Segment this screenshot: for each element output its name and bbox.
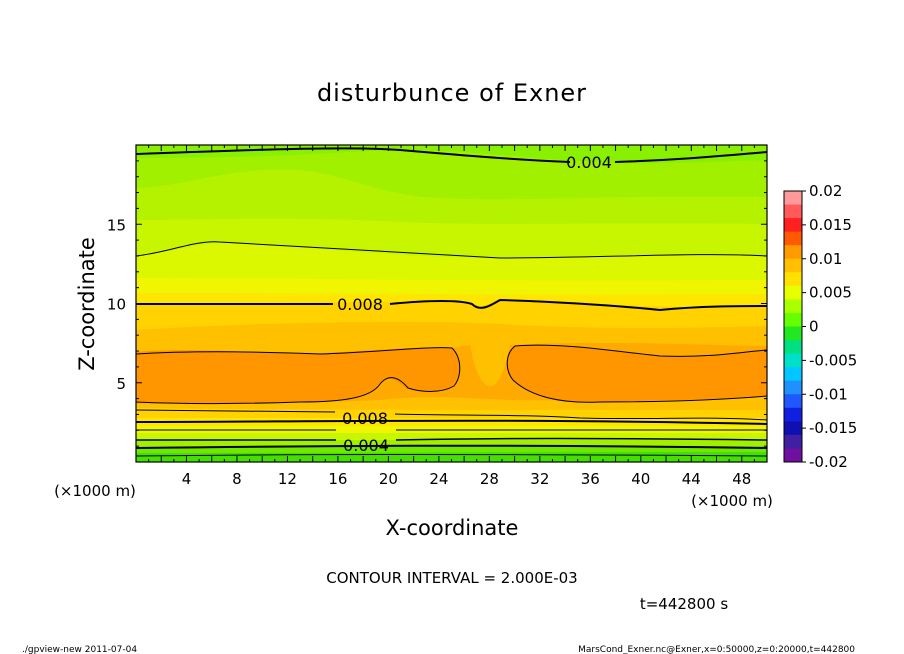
- contour-label: 0.004: [566, 153, 612, 172]
- colorbar-swatch: [784, 272, 802, 287]
- x-tick-label: 16: [328, 470, 347, 488]
- x-tick-label: 24: [429, 470, 448, 488]
- x-tick-label: 4: [182, 470, 192, 488]
- colorbar-swatch: [784, 204, 802, 219]
- footer-left: ./gpview-new 2011-07-04: [22, 645, 137, 654]
- x-tick-label: 20: [379, 470, 398, 488]
- x-axis-label: X-coordinate: [386, 516, 519, 540]
- colorbar-swatch: [784, 340, 802, 355]
- colorbar-swatch: [784, 367, 802, 382]
- x-unit-left: (×1000 m): [54, 482, 136, 500]
- contour-lines: [136, 147, 767, 457]
- contour-interval-text: CONTOUR INTERVAL = 2.000E-03: [326, 569, 577, 587]
- x-axis: 4 8 12 16 20 24 28 32 36 40 44 48: [148, 145, 755, 488]
- x-tick-label: 32: [530, 470, 549, 488]
- colorbar-swatch: [784, 394, 802, 409]
- y-tick-label: 15: [107, 216, 126, 234]
- x-tick-label: 36: [581, 470, 600, 488]
- contour-labels: 0.004 0.008 0.008 0.004: [337, 153, 612, 455]
- colorbar-swatch: [784, 299, 802, 314]
- colorbar-swatch: [784, 421, 802, 436]
- contour-label: 0.008: [342, 409, 388, 428]
- colorbar-swatch: [784, 245, 802, 260]
- time-text: t=442800 s: [640, 595, 728, 613]
- contour-label: 0.004: [343, 436, 389, 455]
- colorbar-swatch: [784, 380, 802, 395]
- colorbar-tick-label: 0.02: [809, 182, 842, 200]
- x-tick-label: 44: [682, 470, 701, 488]
- contour-label: 0.008: [337, 295, 383, 314]
- colorbar-swatch: [784, 448, 802, 463]
- colorbar: 0.02 0.015 0.01 0.005 0 -0.005 -0.01 -0.015 -0.0…: [783, 182, 857, 471]
- colorbar-tick-label: 0.015: [809, 216, 852, 234]
- colorbar-swatch: [784, 258, 802, 273]
- colorbar-swatch: [784, 407, 802, 422]
- orange-cells: [136, 345, 767, 404]
- colorbar-swatch: [784, 326, 802, 341]
- colorbar-swatch: [784, 312, 802, 327]
- colorbar-tick-label: 0.005: [809, 284, 852, 302]
- colorbar-swatch: [784, 191, 802, 206]
- x-unit-right: (×1000 m): [691, 492, 773, 510]
- y-axis: 5 10 15: [107, 160, 767, 447]
- colorbar-swatch: [784, 218, 802, 233]
- colorbar-tick-label: -0.01: [809, 385, 848, 403]
- y-tick-label: 5: [116, 375, 126, 393]
- x-tick-label: 48: [732, 470, 751, 488]
- colorbar-tick-label: 0: [809, 318, 819, 336]
- chart-title: disturbunce of Exner: [317, 79, 587, 107]
- colorbar-tick-label: -0.005: [809, 351, 857, 369]
- colorbar-swatch: [784, 285, 802, 300]
- x-tick-label: 40: [631, 470, 650, 488]
- x-tick-label: 28: [480, 470, 499, 488]
- footer-right: MarsCond_Exner.nc@Exner,x=0:50000,z=0:20…: [578, 645, 855, 654]
- colorbar-swatch: [784, 231, 802, 246]
- y-tick-label: 10: [107, 296, 126, 314]
- x-tick-label: 8: [232, 470, 242, 488]
- colorbar-swatch: [784, 353, 802, 368]
- colorbar-tick-label: -0.02: [809, 453, 848, 471]
- colorbar-tick-label: 0.01: [809, 250, 842, 268]
- x-tick-label: 12: [278, 470, 297, 488]
- y-axis-label: Z-coordinate: [75, 237, 99, 371]
- colorbar-swatch: [784, 434, 802, 449]
- colorbar-tick-label: -0.015: [809, 419, 857, 437]
